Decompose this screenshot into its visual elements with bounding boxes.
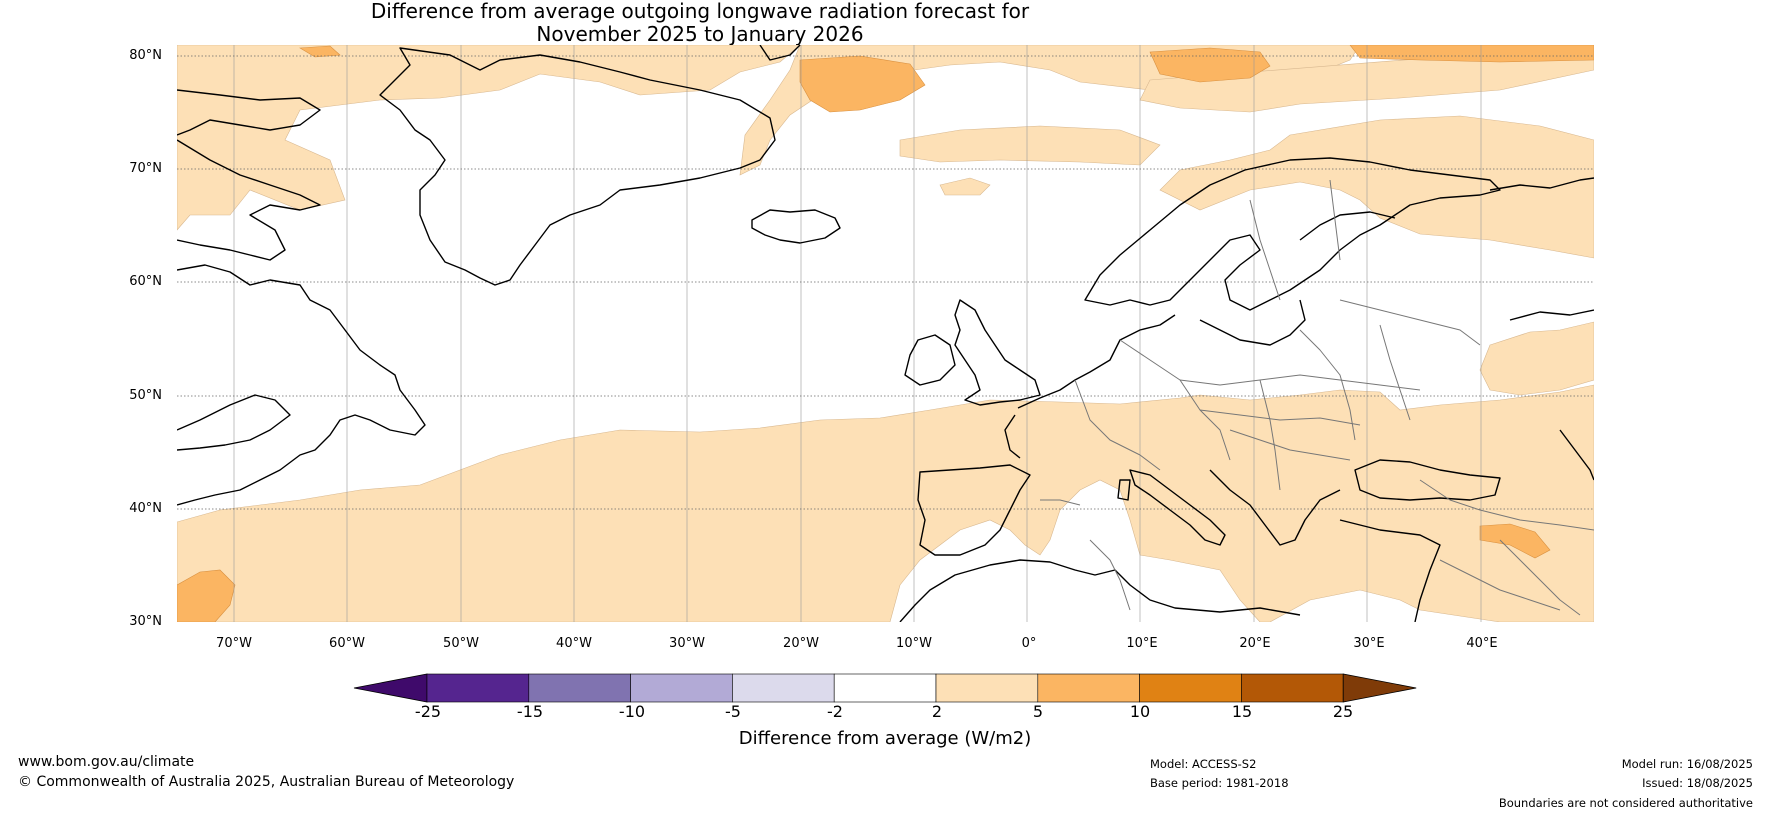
title-line-1: Difference from average outgoing longwav…: [370, 0, 1030, 23]
lon-label-30e: 30°E: [1353, 636, 1385, 651]
colorbar: [353, 673, 1417, 703]
colorbar-label: Difference from average (W/m2): [738, 728, 1032, 749]
anomaly-5-to-10-areas: [177, 45, 1594, 622]
colorbar-extension-low: [353, 673, 428, 703]
colorbar-segment: [1037, 673, 1140, 703]
lon-label-0: 0°: [1021, 636, 1037, 651]
colorbar-tick: 10: [1129, 702, 1151, 721]
colorbar-tick: -15: [516, 702, 544, 721]
lon-label-40e: 40°E: [1466, 636, 1498, 651]
parallel-gridlines: [177, 55, 1594, 510]
colorbar-segment: [426, 673, 530, 703]
model-run-text: Model run: 16/08/2025: [1621, 757, 1753, 771]
lat-label-70n: 70°N: [129, 161, 162, 176]
lon-label-20e: 20°E: [1239, 636, 1271, 651]
lat-label-80n: 80°N: [129, 48, 162, 63]
lon-label-60w: 60°W: [329, 636, 365, 651]
lon-label-40w: 40°W: [556, 636, 592, 651]
coastlines: [177, 45, 1594, 622]
colorbar-tick: 15: [1231, 702, 1253, 721]
disclaimer-text: Boundaries are not considered authoritat…: [1498, 796, 1753, 810]
lat-label-30n: 30°N: [129, 614, 162, 629]
colorbar-tick: -2: [827, 702, 843, 721]
lon-label-10e: 10°E: [1126, 636, 1158, 651]
colorbar-tick: -10: [618, 702, 646, 721]
base-period-text: Base period: 1981-2018: [1150, 776, 1289, 790]
colorbar-extension-high: [1342, 673, 1417, 703]
lat-label-40n: 40°N: [129, 501, 162, 516]
lat-label-60n: 60°N: [129, 274, 162, 289]
colorbar-tick: -25: [414, 702, 442, 721]
colorbar-tick: -5: [725, 702, 741, 721]
model-text: Model: ACCESS-S2: [1150, 757, 1257, 771]
colorbar-segment: [630, 673, 733, 703]
lon-label-20w: 20°W: [783, 636, 819, 651]
lon-label-30w: 30°W: [669, 636, 705, 651]
title-line-2: November 2025 to January 2026: [536, 22, 864, 46]
colorbar-tick: 2: [931, 702, 943, 721]
lon-label-10w: 10°W: [896, 636, 932, 651]
website-link[interactable]: www.bom.gov.au/climate: [18, 754, 195, 770]
lon-label-50w: 50°W: [443, 636, 479, 651]
issued-text: Issued: 18/08/2025: [1642, 776, 1753, 790]
colorbar-segment: [528, 673, 631, 703]
colorbar-segment: [1241, 673, 1344, 703]
lat-label-50n: 50°N: [129, 388, 162, 403]
colorbar-segment: [1139, 673, 1242, 703]
colorbar-segment: [833, 673, 937, 703]
colorbar-tick: 25: [1332, 702, 1354, 721]
national-boundaries: [1040, 179, 1594, 616]
colorbar-segment: [935, 673, 1039, 703]
lon-label-70w: 70°W: [216, 636, 252, 651]
colorbar-segment: [732, 673, 835, 703]
map-title: Difference from average outgoing longwav…: [0, 0, 1400, 46]
colorbar-tick: 5: [1032, 702, 1044, 721]
meridian-gridlines: [233, 45, 1482, 622]
copyright-text: © Commonwealth of Australia 2025, Austra…: [18, 774, 515, 790]
